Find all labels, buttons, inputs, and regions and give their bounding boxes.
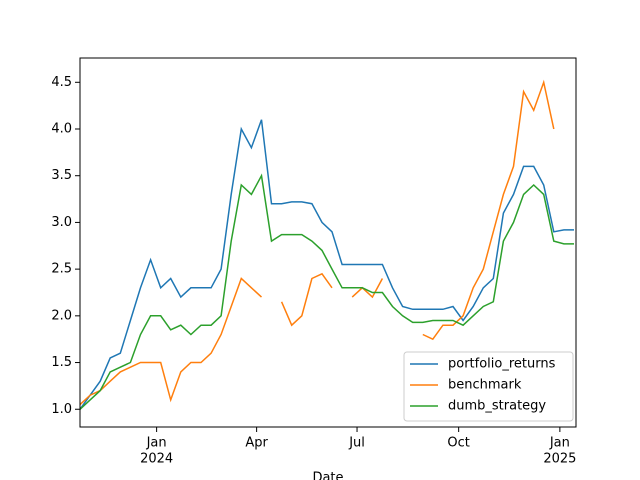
plot-frame xyxy=(79,57,577,428)
y-tick-label: 3.0 xyxy=(51,215,72,230)
x-tick-year: 2025 xyxy=(543,452,576,467)
x-tick-label: Jul xyxy=(348,436,365,451)
legend-label: benchmark xyxy=(448,378,522,393)
x-axis-label: Date xyxy=(312,471,343,480)
y-tick-label: 4.5 xyxy=(51,75,72,90)
x-tick-year: 2024 xyxy=(140,452,173,467)
x-tick-label: Jan xyxy=(549,436,570,451)
y-tick-label: 2.0 xyxy=(51,308,72,323)
y-tick-label: 2.5 xyxy=(51,262,72,277)
series-line xyxy=(79,119,574,410)
legend-label: portfolio_returns xyxy=(448,357,556,372)
y-tick-label: 1.0 xyxy=(51,402,72,417)
y-tick-label: 4.0 xyxy=(51,121,72,136)
series-line xyxy=(79,173,574,410)
x-tick-label: Jan xyxy=(146,436,167,451)
x-tick-label: Oct xyxy=(447,436,469,451)
x-tick-label: Apr xyxy=(245,436,268,451)
y-tick-label: 1.5 xyxy=(51,355,72,370)
y-tick-label: 3.5 xyxy=(51,168,72,183)
legend-box xyxy=(403,351,574,422)
legend-label: dumb_strategy xyxy=(448,399,546,414)
